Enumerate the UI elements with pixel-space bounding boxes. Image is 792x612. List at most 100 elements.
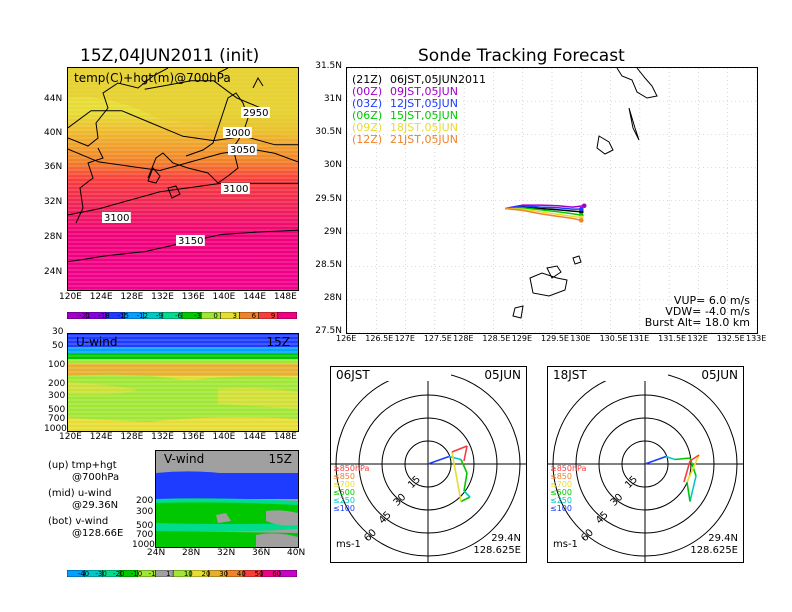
u-lon-tick-132E: 132E xyxy=(151,432,174,442)
track-lat-tick-31N: 31N xyxy=(323,94,342,105)
track-lon-tick-126E: 126E xyxy=(336,334,357,343)
u-p-tick-700: 700 xyxy=(48,414,66,425)
u-p-tick-500: 500 xyxy=(48,404,66,415)
legend-note-0-b: @700hPa xyxy=(72,472,120,483)
map-lon-tick-132E: 132E xyxy=(151,292,174,302)
hodo-seg-9 xyxy=(463,445,468,462)
track-lat-tick-27.5N: 27.5N xyxy=(315,326,342,336)
hodo-unit: ms-1 xyxy=(336,539,361,550)
wind-scale-60: 60 xyxy=(272,570,282,578)
param-0: VUP= 6.0 m/s xyxy=(673,294,750,307)
map-lon-tick-136E: 136E xyxy=(181,292,205,302)
contour-label-2: 3050 xyxy=(230,145,255,156)
hodo-seg-4 xyxy=(463,472,468,492)
v-lat-tick-32N: 32N xyxy=(217,548,236,558)
v-lat-tick-28N: 28N xyxy=(182,548,201,558)
track-lon-tick-128E: 128E xyxy=(453,334,474,343)
track-line-5 xyxy=(505,207,582,222)
wind-scale-1: 1 xyxy=(166,570,171,578)
u-p-tick-50: 50 xyxy=(52,341,64,352)
hodo-seg-2 xyxy=(665,455,676,461)
hodo-level-5: ≤100 xyxy=(550,504,572,513)
param-1: VDW= -4.0 m/s xyxy=(665,305,750,318)
u-p-tick-30: 30 xyxy=(52,327,64,337)
contour-label-3: 3100 xyxy=(223,184,248,195)
contour-3000-1 xyxy=(68,110,298,146)
launch-time-4: 18JST,05JUN xyxy=(390,121,458,134)
temp-scale--18: -18 xyxy=(98,312,110,320)
temperature-map-svg: 2950 3000 3050 3100 3100 3150 temp(C)+hgt(m)@… xyxy=(68,68,298,290)
wind-scale-50: 50 xyxy=(254,570,264,578)
param-2: Burst Alt= 18.0 km xyxy=(644,316,750,329)
hodo-seg-6 xyxy=(686,481,691,502)
hodograph-18jst: 15 30 45 60 18JST 05JUN 29.4N 128.625E ms-1 ≥850h… xyxy=(547,366,744,563)
legend-note-0-a: (up) tmp+hgt xyxy=(48,460,117,471)
hodo-time: 06JST xyxy=(336,368,370,382)
legend-note-2-b: @128.66E xyxy=(72,528,124,539)
hodo-ring-2 xyxy=(575,394,715,534)
temp-scale-9: 9 xyxy=(270,312,276,320)
hodo-lon: 128.625E xyxy=(690,545,738,556)
map-label: temp(C)+hgt(m)@700hPa xyxy=(74,71,231,85)
track-lon-tick-130.5E: 130.5E xyxy=(599,334,628,343)
temp-scale-0: 0 xyxy=(213,312,218,320)
track-lat-tick-28N: 28N xyxy=(323,292,342,303)
hodo-lat: 29.4N xyxy=(491,533,521,544)
v-p-tick-1000: 1000 xyxy=(132,540,155,550)
track-lat-tick-29.5N: 29.5N xyxy=(315,193,342,204)
track-line-2 xyxy=(504,205,582,210)
hodo-seg-2 xyxy=(448,455,462,461)
right-panel-title: Sonde Tracking Forecast xyxy=(418,46,625,66)
track-lon-tick-127E: 127E xyxy=(394,334,415,343)
u-wind-panel: U-wind 15Z xyxy=(67,333,299,432)
hodo-lat: 29.4N xyxy=(708,533,738,544)
track-lat-tick-31.5N: 31.5N xyxy=(315,61,342,71)
map-lon-tick-124E: 124E xyxy=(89,292,113,302)
hodo-ring-label-45: 45 xyxy=(594,510,611,527)
track-lon-tick-129.5E: 129.5E xyxy=(541,334,569,343)
u-wind-time: 15Z xyxy=(267,335,291,349)
wind-scale-10: 10 xyxy=(183,570,193,578)
hodo-seg-1 xyxy=(427,455,450,465)
track-lon-tick-127.5E: 127.5E xyxy=(423,334,452,343)
v-lat-tick-36N: 36N xyxy=(252,548,271,558)
temp-scale-3: 3 xyxy=(232,312,237,320)
contour-label-4: 3100 xyxy=(104,213,129,224)
launch-code-0: (21Z) xyxy=(352,73,383,86)
track-end-1 xyxy=(581,203,587,209)
hodo-ring-label-60: 60 xyxy=(579,527,596,544)
coastline xyxy=(68,68,264,224)
tracking-map xyxy=(346,67,758,334)
track-lon-tick-129E: 129E xyxy=(511,334,533,343)
track-lat-tick-30N: 30N xyxy=(323,160,342,171)
launch-time-2: 12JST,05JUN xyxy=(390,97,458,110)
hodo-ring-label-60: 60 xyxy=(362,527,379,544)
launch-code-1: (00Z) xyxy=(352,85,383,98)
hodo-ring-label-45: 45 xyxy=(377,510,394,527)
track-lat-tick-28.5N: 28.5N xyxy=(315,259,342,270)
hodo-ring-1 xyxy=(381,417,475,511)
u-p-tick-1000: 1000 xyxy=(44,424,67,434)
wind-scale--10: -10 xyxy=(130,570,143,578)
launch-time-5: 21JST,05JUN xyxy=(390,133,458,146)
u-lon-tick-144E: 144E xyxy=(243,432,267,442)
legend-note-1-b: @29.36N xyxy=(72,500,119,511)
temperature-height-map: 2950 3000 3050 3100 3100 3150 temp(C)+hgt(m)@… xyxy=(67,67,299,291)
hodo-time: 18JST xyxy=(553,368,587,382)
wind-colorbar xyxy=(66,562,298,578)
hodo-level-2: ≤700 xyxy=(333,480,355,489)
wind-color-12 xyxy=(279,569,298,578)
v-p-tick-500: 500 xyxy=(136,521,154,532)
track-lon-tick-130E: 130E xyxy=(570,334,591,343)
temp-scale-6: 6 xyxy=(251,312,257,320)
track-lon-tick-131.5E: 131.5E xyxy=(658,334,687,343)
map-lon-tick-144E: 144E xyxy=(243,292,267,302)
temp-scale--9: -9 xyxy=(155,312,163,320)
hodo-level-0: ≥850hPa xyxy=(550,464,587,473)
hodo-level-5: ≤100 xyxy=(333,504,355,513)
hodo-level-1: ≤850 xyxy=(550,472,572,481)
hodo-level-4: ≤250 xyxy=(550,496,572,505)
u-wind-label: U-wind xyxy=(76,335,117,349)
track-lon-tick-131E: 131E xyxy=(628,334,650,343)
wind-scale--40: -40 xyxy=(77,570,90,578)
